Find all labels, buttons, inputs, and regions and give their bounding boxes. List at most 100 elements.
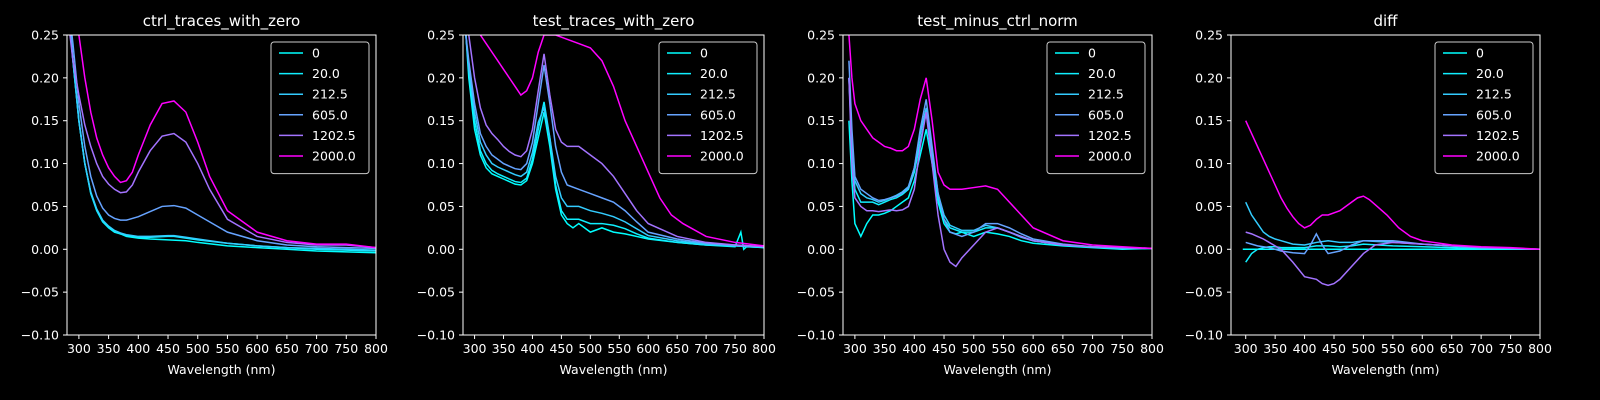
series-line-1202.5 bbox=[848, 77, 1152, 268]
x-tick-label: 400 bbox=[1293, 341, 1317, 356]
chart-title: test_traces_with_zero bbox=[533, 12, 695, 31]
x-tick-label: 350 bbox=[97, 341, 121, 356]
y-tick-label: 0.15 bbox=[807, 113, 835, 128]
legend-entry-label: 20.0 bbox=[1088, 66, 1116, 81]
legend-entry-label: 605.0 bbox=[1476, 107, 1512, 122]
chart-panel-1: 300 350 400 450 500 550 600 650 700 750 800 −0.10 −0… bbox=[417, 12, 776, 377]
x-axis-label: Wavelength (nm) bbox=[168, 362, 276, 377]
x-tick-label: 600 bbox=[245, 341, 269, 356]
x-tick-label: 500 bbox=[1351, 341, 1375, 356]
legend-frame bbox=[1434, 41, 1534, 175]
series-line-605.0 bbox=[71, 35, 376, 250]
x-tick-label: 800 bbox=[1140, 341, 1164, 356]
series-line-2000.0 bbox=[848, 35, 1152, 250]
y-tick-label: 0.10 bbox=[1195, 156, 1223, 171]
y-tick-label: −0.10 bbox=[417, 328, 455, 343]
series-line-2000.0 bbox=[78, 35, 376, 249]
x-tick-label: 700 bbox=[1469, 341, 1493, 356]
x-tick-label: 550 bbox=[607, 341, 631, 356]
legend-frame bbox=[270, 41, 370, 175]
legend: 0 20.0 212.5 605.0 1202.5 2000.0 bbox=[658, 41, 758, 175]
legend-entry-label: 0 bbox=[1088, 46, 1096, 61]
x-tick-label: 500 bbox=[962, 341, 986, 356]
x-tick-label: 550 bbox=[992, 341, 1016, 356]
legend: 0 20.0 212.5 605.0 1202.5 2000.0 bbox=[1046, 41, 1146, 175]
y-tick-label: −0.10 bbox=[797, 328, 835, 343]
x-tick-label: 300 bbox=[67, 341, 91, 356]
legend-entry-label: 212.5 bbox=[1088, 87, 1124, 102]
x-tick-label: 500 bbox=[186, 341, 210, 356]
x-tick-label: 550 bbox=[1381, 341, 1405, 356]
chart-panel-0: 300 350 400 450 500 550 600 650 700 750 800 −0.10 −0… bbox=[21, 12, 388, 377]
legend-entry-label: 605.0 bbox=[1088, 107, 1124, 122]
x-tick-label: 500 bbox=[578, 341, 602, 356]
series-group bbox=[69, 35, 376, 254]
series-line-1202.5 bbox=[1245, 231, 1540, 287]
series-group bbox=[1242, 120, 1540, 287]
legend-entry-label: 20.0 bbox=[1476, 66, 1504, 81]
x-tick-label: 300 bbox=[1234, 341, 1258, 356]
y-tick-label: 0.05 bbox=[31, 199, 59, 214]
x-tick-label: 700 bbox=[694, 341, 718, 356]
y-tick-label: 0.10 bbox=[427, 156, 455, 171]
legend-entry-label: 0 bbox=[312, 46, 320, 61]
x-tick-label: 800 bbox=[364, 341, 388, 356]
y-tick-label: 0.15 bbox=[31, 113, 59, 128]
legend-entry-label: 2000.0 bbox=[1088, 149, 1132, 164]
legend-entry-label: 1202.5 bbox=[1088, 128, 1132, 143]
y-tick-label: −0.05 bbox=[797, 285, 835, 300]
chart-panel-3: 300 350 400 450 500 550 600 650 700 750 800 −0.10 −0… bbox=[1185, 12, 1552, 377]
legend-entry-label: 1202.5 bbox=[1476, 128, 1520, 143]
legend-entry-label: 20.0 bbox=[312, 66, 340, 81]
x-tick-label: 300 bbox=[463, 341, 487, 356]
chart-title: diff bbox=[1373, 12, 1398, 30]
x-tick-label: 650 bbox=[1051, 341, 1075, 356]
y-tick-label: 0.25 bbox=[427, 28, 455, 43]
y-tick-label: 0.00 bbox=[31, 242, 59, 257]
x-tick-label: 450 bbox=[549, 341, 573, 356]
x-tick-label: 650 bbox=[275, 341, 299, 356]
legend-entry-label: 212.5 bbox=[312, 87, 348, 102]
legend-entry-label: 2000.0 bbox=[700, 149, 744, 164]
y-tick-label: 0.15 bbox=[427, 113, 455, 128]
legend-entry-label: 1202.5 bbox=[312, 128, 356, 143]
legend-entry-label: 20.0 bbox=[700, 66, 728, 81]
x-tick-label: 750 bbox=[723, 341, 747, 356]
chart-panel-2: 300 350 400 450 500 550 600 650 700 750 800 −0.10 −0… bbox=[797, 12, 1164, 377]
series-line-2000.0 bbox=[1245, 120, 1540, 251]
legend-frame bbox=[658, 41, 758, 175]
x-tick-label: 450 bbox=[932, 341, 956, 356]
x-tick-label: 650 bbox=[665, 341, 689, 356]
x-tick-label: 650 bbox=[1440, 341, 1464, 356]
legend: 0 20.0 212.5 605.0 1202.5 2000.0 bbox=[1434, 41, 1534, 175]
legend-frame bbox=[1046, 41, 1146, 175]
series-line-212.5 bbox=[465, 35, 764, 248]
legend-entry-label: 605.0 bbox=[700, 107, 736, 122]
chart-title: test_minus_ctrl_norm bbox=[917, 12, 1078, 31]
x-tick-label: 750 bbox=[1499, 341, 1523, 356]
x-tick-label: 750 bbox=[1110, 341, 1134, 356]
axes-frame bbox=[842, 34, 1153, 336]
y-tick-label: −0.05 bbox=[1185, 285, 1223, 300]
x-tick-label: 400 bbox=[902, 341, 926, 356]
x-tick-label: 600 bbox=[1410, 341, 1434, 356]
axes-frame bbox=[66, 34, 377, 336]
legend: 0 20.0 212.5 605.0 1202.5 2000.0 bbox=[270, 41, 370, 175]
y-tick-label: 0.10 bbox=[807, 156, 835, 171]
y-tick-label: −0.05 bbox=[417, 285, 455, 300]
y-tick-label: 0.10 bbox=[31, 156, 59, 171]
series-line-605.0 bbox=[848, 60, 1152, 250]
axes-frame bbox=[462, 34, 765, 336]
x-tick-label: 600 bbox=[636, 341, 660, 356]
x-tick-label: 400 bbox=[521, 341, 545, 356]
y-tick-label: 0.00 bbox=[427, 242, 455, 257]
x-tick-label: 300 bbox=[843, 341, 867, 356]
y-tick-label: 0.15 bbox=[1195, 113, 1223, 128]
y-tick-label: −0.10 bbox=[21, 328, 59, 343]
y-tick-label: −0.10 bbox=[1185, 328, 1223, 343]
x-tick-label: 600 bbox=[1021, 341, 1045, 356]
x-tick-label: 700 bbox=[1081, 341, 1105, 356]
series-line-2000.0 bbox=[479, 35, 764, 247]
series-line-605.0 bbox=[465, 35, 764, 248]
